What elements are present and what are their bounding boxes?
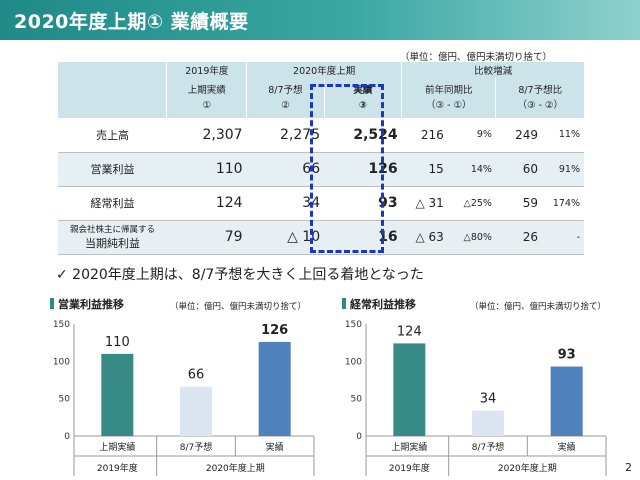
y-tick-label: 100 <box>53 357 70 367</box>
cell-vs-forecast: 59 <box>522 196 539 210</box>
cell-2019: 110 <box>166 152 247 186</box>
chart-svg: 0 50 100 150 124 上期実績 34 8/7予想 93 実績 2019年度 2020年度上… <box>345 320 607 476</box>
table-row: 経常利益 124 34 93 △ 31 △25% 59 174% <box>58 186 584 220</box>
data-label: 126 <box>261 323 288 338</box>
cell-actual: 126 <box>324 152 402 186</box>
header-corner <box>58 62 167 118</box>
row-label: 経常利益 <box>90 197 135 210</box>
group-label: 2020年度上期 <box>206 462 265 474</box>
table-unit-note: （単位：億円、億円未満切り捨て） <box>400 52 553 63</box>
cell-vs-forecast-pct: - <box>542 220 584 254</box>
subheader-2019: 上期実績 ① <box>166 78 247 118</box>
y-tick-label: 50 <box>351 395 363 405</box>
chart-unit-note: （単位：億円、億円未満切り捨て） <box>170 302 307 312</box>
header-2020: 2020年度上期 <box>246 62 402 78</box>
data-label: 34 <box>480 392 497 407</box>
cell-2019: 124 <box>215 195 243 211</box>
chart-title-text: 経常利益推移 <box>350 298 416 311</box>
title-accent <box>342 298 346 309</box>
bar <box>180 386 212 436</box>
cell-yoy-pct: 14% <box>447 152 496 186</box>
subheader-vs-forecast: 8/7予想比 （③ - ②） <box>495 78 584 118</box>
cell-yoy-pct: △80% <box>447 220 496 254</box>
cell-actual: 2,524 <box>353 126 398 143</box>
chart-title: 営業利益推移 <box>50 296 124 312</box>
cell-yoy-pct: 9% <box>476 129 492 141</box>
subheader-actual-line1: 実績 <box>353 85 373 96</box>
cell-vs-forecast-pct: 11% <box>558 129 580 141</box>
subheader-vs-forecast-line2: （③ - ②） <box>517 100 563 111</box>
y-tick-label: 150 <box>345 320 362 330</box>
cell-yoy: △ 63 <box>401 220 448 254</box>
y-tick-label: 100 <box>345 357 362 367</box>
cell-yoy: 15 <box>401 152 448 186</box>
x-tick-label: 8/7予想 <box>180 441 213 453</box>
row-label: 売上高 <box>95 128 129 142</box>
cell-vs-forecast-pct: 174% <box>552 197 580 209</box>
bar <box>472 410 504 436</box>
title-accent <box>50 298 54 309</box>
bar <box>550 366 583 436</box>
x-tick-label: 実績 <box>266 441 284 453</box>
operating-profit-chart: 営業利益推移 （単位：億円、億円未満切り捨て） 0 50 100 150 110 上期実績… <box>50 296 320 480</box>
bar <box>101 353 134 436</box>
group-label: 2019年度 <box>97 462 138 474</box>
data-label: 93 <box>558 348 576 363</box>
cell-2019: 79 <box>166 220 247 254</box>
x-tick-label: 上期実績 <box>391 441 427 453</box>
y-tick-label: 50 <box>59 395 71 405</box>
data-label: 66 <box>188 368 205 383</box>
y-tick-label: 150 <box>53 320 70 330</box>
cell-yoy-pct: △25% <box>463 197 492 209</box>
row-label-line1: 親会社株主に帰属する <box>69 225 155 235</box>
ordinary-profit-chart: 経常利益推移 （単位：億円、億円未満切り捨て） 0 50 100 150 124 上期実績… <box>342 296 612 480</box>
data-label: 124 <box>397 324 422 339</box>
subheader-yoy-line1: 前年同期比 <box>425 85 473 96</box>
page-title: 2020年度上期① 業績概要 <box>14 11 249 33</box>
x-tick-label: 実績 <box>558 441 576 453</box>
subheader-yoy: 前年同期比 （③ - ①） <box>401 78 496 118</box>
table-row: 営業利益 110 66 126 15 14% 60 91% <box>58 152 584 186</box>
subheader-forecast-line2: ② <box>281 100 290 111</box>
subheader-vs-forecast-line1: 8/7予想比 <box>518 85 563 96</box>
chart-svg: 0 50 100 150 110 上期実績 66 8/7予想 126 実績 2019年度 2020年度… <box>53 320 315 476</box>
row-label: 営業利益 <box>58 152 167 186</box>
title-bar: 2020年度上期① 業績概要 <box>0 0 640 40</box>
conclusion-text: ✓ 2020年度上期は、8/7予想を大きく上回る着地となった <box>56 267 424 283</box>
header-2019: 2019年度 <box>166 62 247 78</box>
x-tick-label: 上期実績 <box>99 441 135 453</box>
chart-unit-note: （単位：億円、億円未満切り捨て） <box>470 302 607 312</box>
cell-vs-forecast-pct: 91% <box>542 152 584 186</box>
group-label: 2019年度 <box>389 462 430 474</box>
cell-vs-forecast: 249 <box>515 127 539 142</box>
subheader-2019-line2: ① <box>202 100 212 111</box>
group-label: 2020年度上期 <box>498 462 557 474</box>
subheader-yoy-line2: （③ - ①） <box>426 100 472 111</box>
subheader-actual-line2: ③ <box>358 100 367 111</box>
page-number: 2 <box>625 461 632 474</box>
bar <box>258 341 291 436</box>
chart-title: 経常利益推移 <box>342 296 416 312</box>
cell-vs-forecast: 26 <box>495 220 543 254</box>
subheader-forecast-line1: 8/7予想 <box>268 85 303 96</box>
table-row: 売上高 2,307 2,275 2,524 216 9% 249 11% <box>58 118 584 152</box>
cell-yoy: △ 31 <box>415 196 444 210</box>
bar <box>393 343 426 436</box>
cell-yoy: 216 <box>420 127 444 142</box>
subheader-2019-line1: 上期実績 <box>187 85 226 96</box>
row-label-line2: 当期純利益 <box>84 237 140 250</box>
chart-title-text: 営業利益推移 <box>58 298 124 311</box>
x-tick-label: 8/7予想 <box>472 441 505 453</box>
cell-2019: 2,307 <box>202 126 243 143</box>
actual-column-highlight <box>310 84 384 253</box>
y-tick-label: 0 <box>356 432 362 442</box>
data-label: 110 <box>105 335 130 350</box>
row-label: 親会社株主に帰属する 当期純利益 <box>58 220 167 254</box>
y-tick-label: 0 <box>64 432 70 442</box>
header-compare: 比較増減 <box>401 62 584 78</box>
cell-vs-forecast: 60 <box>495 152 543 186</box>
